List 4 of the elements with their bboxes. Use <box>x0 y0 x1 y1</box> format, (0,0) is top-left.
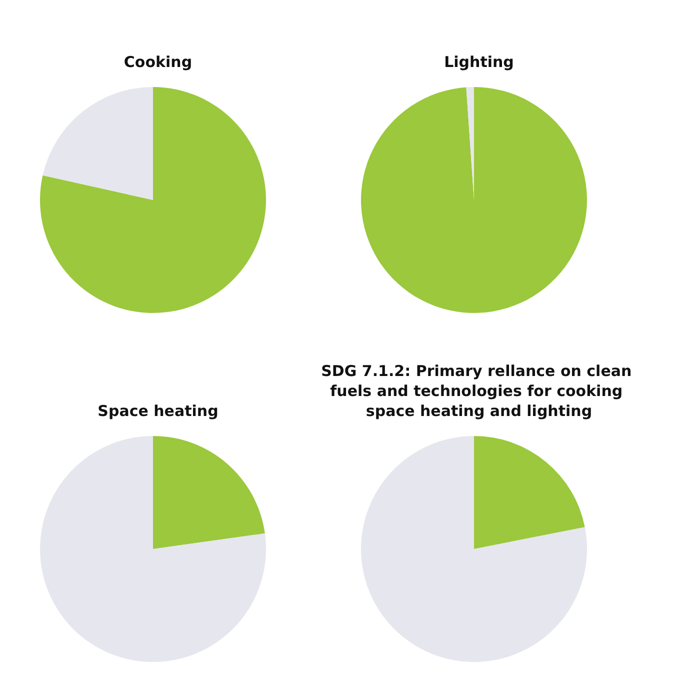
chart-title: Space heating <box>98 402 218 420</box>
chart-title: Lighting <box>444 53 514 71</box>
chart-title: Cooking <box>124 53 192 71</box>
chart-title: SDG 7.1.2: Primary rellance on clean fuels and technologies for cooking space heating and lighting <box>321 362 637 420</box>
